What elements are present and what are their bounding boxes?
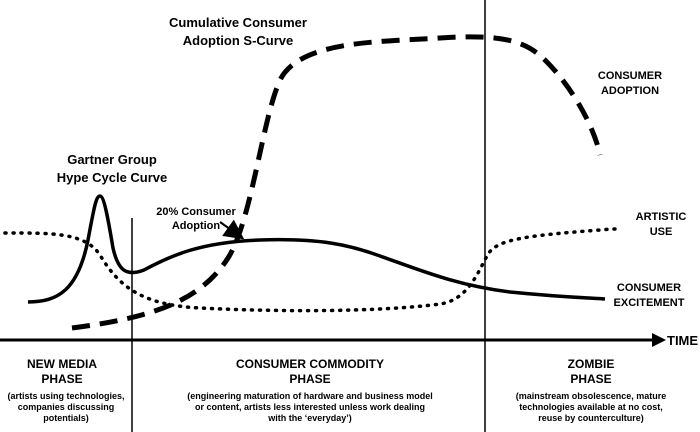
phase-zombie-desc-line2: technologies available at no cost, (519, 402, 663, 412)
twenty-percent-label-line2: Adoption (172, 220, 221, 232)
phase-zombie-title-line2: PHASE (570, 372, 611, 386)
phase-commodity-desc-line2: or content, artists less interested unle… (195, 402, 425, 412)
consumer-excitement-label-line1: CONSUMER (617, 282, 681, 294)
phase-commodity-desc-line3: with the ‘everyday’) (267, 413, 352, 423)
consumer-excitement-label-line2: EXCITEMENT (614, 297, 685, 309)
consumer-adoption-curve (71, 34, 603, 331)
artistic-use-label-line1: ARTISTIC (636, 211, 687, 223)
hype-cycle-title-line2: Hype Cycle Curve (57, 170, 168, 185)
phase-new-media-title-line2: PHASE (41, 372, 82, 386)
s-curve-title-line1: Cumulative Consumer (169, 15, 307, 30)
artistic-use-curve (3, 227, 620, 313)
phase-commodity-title-line1: CONSUMER COMMODITY (236, 357, 384, 371)
phase-zombie-desc-line3: reuse by counterculture) (538, 413, 644, 423)
twenty-percent-label-line1: 20% Consumer (156, 206, 236, 218)
phase-new-media-title-line1: NEW MEDIA (27, 357, 97, 371)
time-axis-arrowhead (652, 333, 666, 347)
consumer-excitement-curve (27, 194, 606, 304)
phase-zombie-title-line1: ZOMBIE (568, 357, 615, 371)
phase-zombie-desc-line1: (mainstream obsolescence, mature (516, 391, 667, 401)
phase-commodity-title-line2: PHASE (289, 372, 330, 386)
phase-new-media-desc-line1: (artists using technologies, (7, 391, 124, 401)
phase-commodity-desc-line1: (engineering maturation of hardware and … (187, 391, 433, 401)
consumer-adoption-label-line1: CONSUMER (598, 70, 662, 82)
artistic-use-label-line2: USE (650, 226, 673, 238)
s-curve-title-line2: Adoption S-Curve (183, 33, 294, 48)
consumer-adoption-label-line2: ADOPTION (601, 85, 659, 97)
hype-cycle-title-line1: Gartner Group (67, 152, 157, 167)
phase-new-media-desc-line2: companies discussing (18, 402, 115, 412)
phase-new-media-desc-line3: potentials) (43, 413, 89, 423)
adoption-pointer-arrow (219, 219, 245, 240)
time-axis-label: TIME (667, 333, 698, 348)
